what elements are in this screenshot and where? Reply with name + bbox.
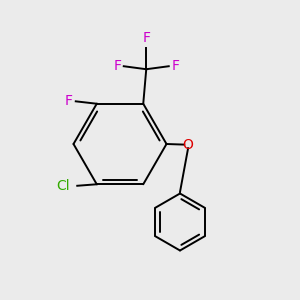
Text: F: F — [142, 31, 150, 45]
Text: F: F — [113, 59, 122, 73]
Text: O: O — [183, 138, 194, 152]
Text: F: F — [64, 94, 72, 108]
Text: Cl: Cl — [56, 179, 70, 193]
Text: F: F — [171, 59, 179, 73]
